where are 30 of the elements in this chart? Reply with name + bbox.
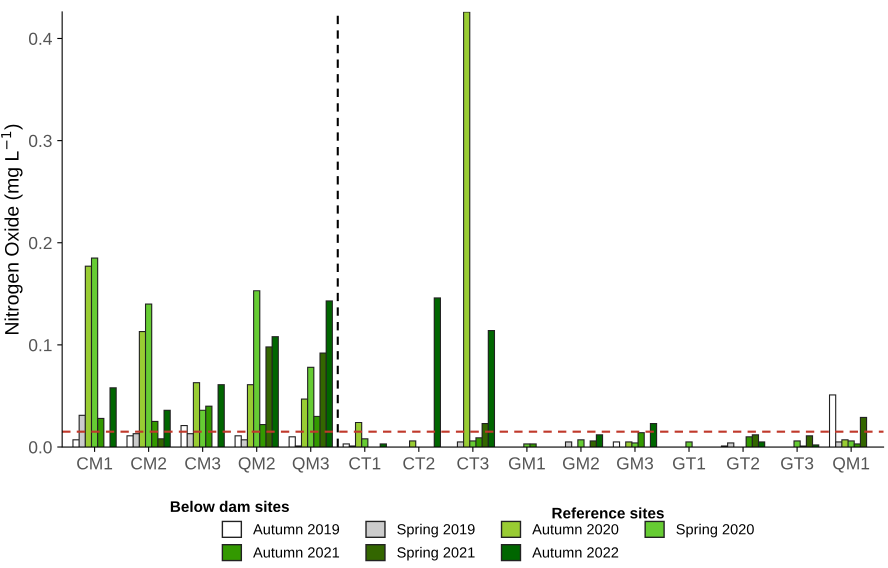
x-tick-label: GT1	[673, 457, 706, 470]
x-tick-label: QM2	[238, 457, 275, 473]
y-tick-label: 0.0	[28, 441, 52, 454]
legend-label: Autumn 2021	[253, 547, 340, 558]
x-tick-label: CM2	[131, 457, 166, 470]
y-tick-label: 0.4	[28, 32, 52, 45]
x-tick-label: GM2	[563, 457, 599, 470]
x-tick-label: CT2	[403, 457, 434, 470]
x-tick-label: GM1	[508, 457, 545, 470]
x-tick-label: QM3	[292, 457, 329, 473]
legend-label: Autumn 2020	[532, 524, 618, 534]
y-tick-label: 0.2	[28, 236, 52, 250]
text: Reference sites	[552, 507, 664, 519]
x-tick-label: GM3	[617, 457, 654, 470]
y-tick-label: 0.3	[28, 134, 52, 148]
x-tick-label: GT2	[727, 457, 760, 470]
y-axis-title: Nitrogen Oxide (mg L$^{−1}$)	[1, 124, 23, 334]
x-tick-label: CT3	[457, 457, 488, 470]
x-tick-label: QM1	[833, 457, 870, 473]
legend-label: Spring 2019	[397, 524, 475, 538]
legend-label: Autumn 2019	[253, 524, 340, 534]
x-tick-label: CT1	[349, 457, 380, 470]
y-tick-label: 0.1	[28, 339, 52, 352]
x-tick-label: CM3	[185, 457, 220, 470]
legend-label: Spring 2020	[676, 524, 754, 538]
legend-label: Spring 2021	[397, 546, 475, 561]
text: Below dam sites	[170, 500, 289, 512]
x-tick-label: GT3	[781, 457, 814, 470]
x-tick-label: CM1	[77, 457, 112, 470]
legend-label: Autumn 2022	[532, 547, 618, 558]
